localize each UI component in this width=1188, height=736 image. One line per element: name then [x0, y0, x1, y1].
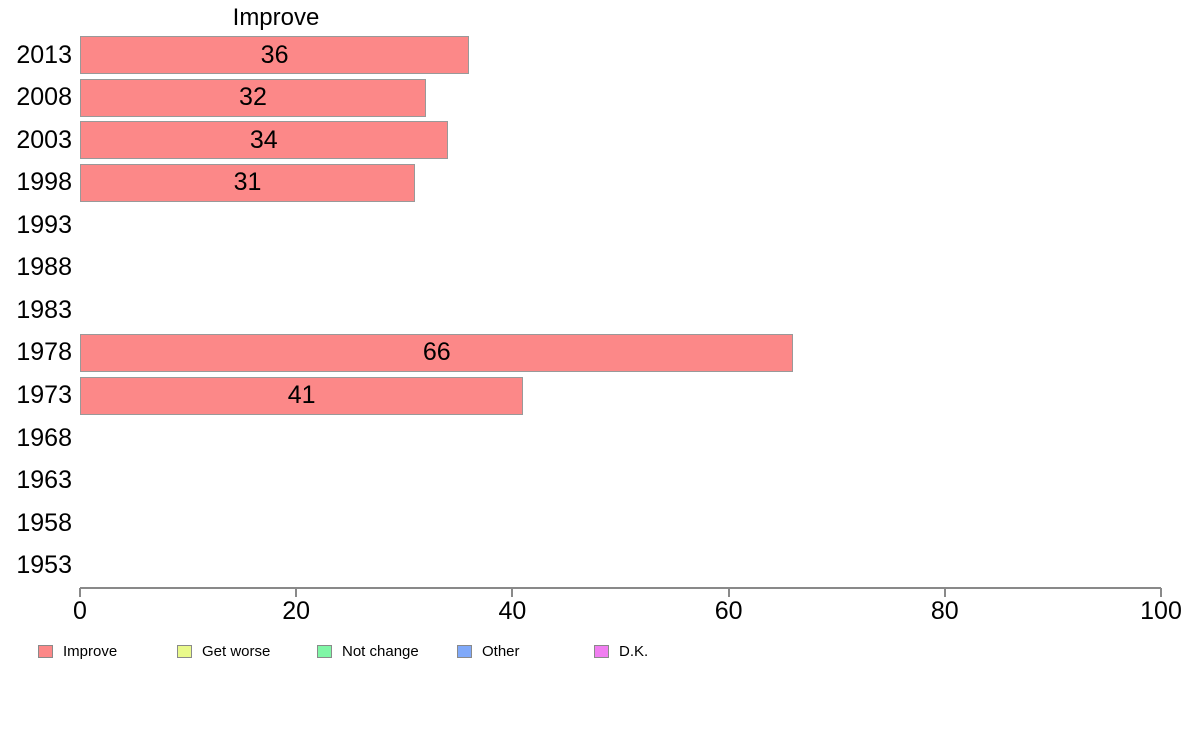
- x-axis-tick: [1160, 588, 1162, 597]
- legend-swatch: [457, 644, 472, 658]
- legend: Improve Get worse Not change Other D.K.: [0, 641, 1188, 663]
- x-axis-tick-label: 0: [73, 597, 87, 625]
- x-axis-tick: [511, 588, 514, 597]
- x-axis-tick: [943, 588, 946, 597]
- chart-row: 2013 36: [0, 34, 1161, 77]
- legend-item: Get worse: [177, 641, 270, 661]
- y-axis-label: 1978: [16, 338, 72, 367]
- legend-label: Get worse: [202, 642, 271, 660]
- chart-row: 1953: [0, 544, 1161, 587]
- plot-area: 2013 36 2008 32 2003 34 1998 31 1993 1988 1983 1978…: [0, 34, 1161, 587]
- bar-track: 41: [80, 374, 1161, 417]
- y-axis-label: 1963: [16, 466, 72, 495]
- y-axis-label: 1973: [16, 381, 72, 410]
- bar-track: 36: [80, 34, 1161, 77]
- x-axis-line: [80, 587, 1161, 589]
- bar-value-label: 36: [260, 40, 289, 69]
- chart-row: 1988: [0, 247, 1161, 290]
- bar-value-label: 34: [249, 125, 278, 154]
- chart-row: 1968: [0, 417, 1161, 460]
- y-axis-label: 1968: [16, 423, 72, 452]
- y-axis-label: 1983: [16, 295, 72, 324]
- chart-row: 1983: [0, 289, 1161, 332]
- x-axis-tick-label: 40: [498, 597, 527, 625]
- y-axis-label: 1958: [16, 508, 72, 537]
- y-axis-label: 2008: [16, 83, 72, 112]
- bar: 34: [80, 121, 448, 160]
- x-axis-tick-label: 20: [282, 597, 311, 625]
- chart-title: Improve: [232, 4, 320, 31]
- bar-value-label: 66: [422, 338, 451, 367]
- bar-track: [80, 417, 1161, 460]
- bar: 41: [80, 376, 524, 415]
- y-axis-label: 2013: [16, 40, 72, 69]
- y-axis-label: 1993: [16, 210, 72, 239]
- x-axis-tick: [727, 588, 730, 597]
- legend-label: Improve: [63, 642, 118, 660]
- x-axis-tick-label: 60: [714, 597, 743, 625]
- y-axis-label: 1953: [16, 551, 72, 580]
- chart-row: 1993: [0, 204, 1161, 247]
- bar-track: [80, 502, 1161, 545]
- chart-row: 1998 31: [0, 162, 1161, 205]
- x-axis-tick: [295, 588, 298, 597]
- chart-row: 1958: [0, 502, 1161, 545]
- bar-value-label: 41: [287, 381, 316, 410]
- x-axis-tick-label: 100: [1140, 597, 1182, 625]
- bar: 32: [80, 78, 426, 117]
- bar-track: [80, 544, 1161, 587]
- bar-track: [80, 289, 1161, 332]
- legend-swatch: [38, 644, 53, 658]
- legend-label: D.K.: [619, 642, 649, 660]
- chart-row: 1963: [0, 459, 1161, 502]
- x-axis-tick: [79, 588, 81, 597]
- legend-label: Other: [482, 642, 520, 660]
- bar: 66: [80, 333, 794, 372]
- legend-swatch: [177, 644, 192, 658]
- legend-item: D.K.: [594, 641, 648, 661]
- bar-value-label: 31: [233, 168, 262, 197]
- y-axis-label: 1998: [16, 168, 72, 197]
- legend-swatch: [594, 644, 609, 658]
- chart-row: 1973 41: [0, 374, 1161, 417]
- chart-row: 2003 34: [0, 119, 1161, 162]
- legend-item: Other: [457, 641, 520, 661]
- bar-track: 66: [80, 332, 1161, 375]
- legend-label: Not change: [342, 642, 419, 660]
- legend-item: Improve: [38, 641, 117, 661]
- legend-swatch: [317, 644, 332, 658]
- bar-track: [80, 247, 1161, 290]
- y-axis-label: 1988: [16, 253, 72, 282]
- bar-track: 32: [80, 77, 1161, 120]
- chart-row: 2008 32: [0, 77, 1161, 120]
- bar: 31: [80, 163, 416, 202]
- chart-row: 1978 66: [0, 332, 1161, 375]
- bar-track: 31: [80, 162, 1161, 205]
- bar-track: [80, 204, 1161, 247]
- x-axis-tick-label: 80: [930, 597, 959, 625]
- bar: 36: [80, 36, 470, 75]
- bar-track: [80, 459, 1161, 502]
- legend-item: Not change: [317, 641, 419, 661]
- y-axis-label: 2003: [16, 125, 72, 154]
- bar-track: 34: [80, 119, 1161, 162]
- bar-value-label: 32: [239, 83, 267, 112]
